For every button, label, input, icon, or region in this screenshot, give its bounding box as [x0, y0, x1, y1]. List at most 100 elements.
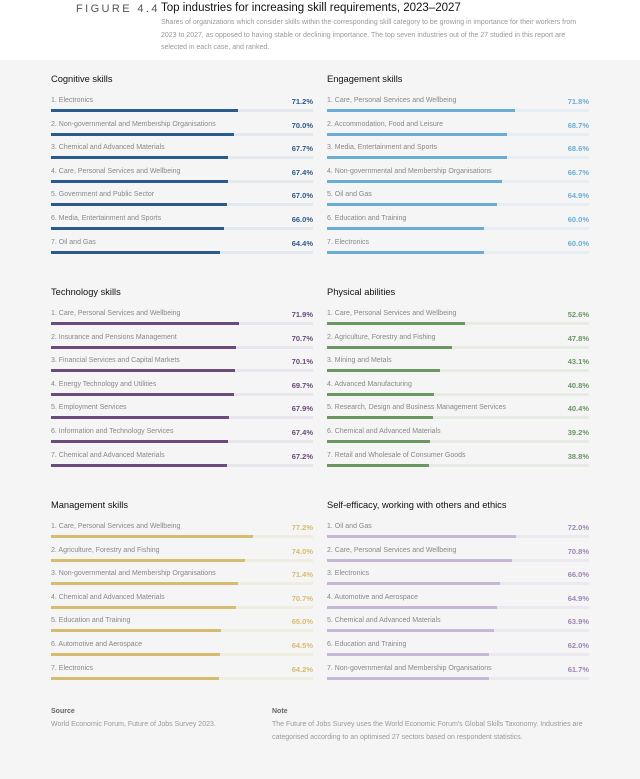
value-label: 67.4%: [291, 167, 313, 177]
value-label: 70.1%: [291, 357, 313, 367]
value-label: 64.4%: [291, 238, 313, 248]
value-label: 52.6%: [567, 310, 589, 319]
value-label: 64.9%: [567, 191, 589, 201]
bar-track: [51, 179, 313, 183]
value-label: 77.2%: [291, 523, 313, 532]
value-label: 70.8%: [567, 546, 589, 556]
category-label: 6. Education and Training: [327, 640, 407, 648]
bar-track: [327, 652, 589, 656]
value-label: 64.5%: [291, 640, 313, 650]
chart-title: Engagement skills: [327, 74, 403, 84]
bar-row: 7. Non-governmental and Membership Organ…: [327, 665, 589, 689]
category-label: 2. Agriculture, Forestry and Fishing: [51, 546, 160, 554]
bar-track: [327, 582, 589, 586]
bar: [327, 203, 498, 207]
bar-row: 3. Financial Services and Capital Market…: [51, 357, 313, 381]
chart-panel: Engagement skills 1. Care, Personal Servi…: [327, 73, 589, 262]
bar-row: 3. Non-governmental and Membership Organ…: [51, 570, 313, 594]
bar-row: 4. Chemical and Advanced Materials 70.7%: [51, 594, 313, 618]
chart-title: Technology skills: [51, 287, 121, 297]
bar-row: 1. Care, Personal Services and Wellbeing…: [327, 97, 589, 121]
value-label: 68.7%: [567, 120, 589, 130]
chart-panel: Physical abilities 1. Care, Personal Serv…: [327, 286, 589, 475]
bar: [327, 250, 485, 254]
bar-track: [51, 250, 313, 254]
bar-track: [51, 558, 313, 562]
value-label: 65.0%: [291, 617, 313, 627]
chart-panel: Technology skills 1. Care, Personal Servi…: [51, 286, 313, 475]
bar-row: 5. Education and Training 65.0%: [51, 617, 313, 641]
bar: [51, 156, 229, 160]
bar: [327, 345, 453, 349]
value-label: 66.0%: [291, 214, 313, 224]
bar: [51, 392, 234, 396]
category-label: 6. Information and Technology Services: [51, 427, 174, 435]
bar-track: [51, 392, 313, 396]
bar-row: 3. Mining and Metals 43.1%: [327, 357, 589, 381]
bar: [51, 652, 220, 656]
bar: [327, 179, 502, 183]
bar-track: [327, 345, 589, 349]
bar-row: 7. Retail and Wholesale of Consumer Good…: [327, 452, 589, 476]
value-label: 72.0%: [567, 523, 589, 532]
bar-track: [327, 156, 589, 160]
bar-row: 1. Care, Personal Services and Wellbeing…: [327, 310, 589, 334]
bar-track: [327, 605, 589, 609]
category-label: 7. Chemical and Advanced Materials: [51, 451, 165, 459]
bar: [51, 558, 245, 562]
bar: [327, 392, 434, 396]
value-label: 70.7%: [291, 593, 313, 603]
bar-row: 2. Non-governmental and Membership Organ…: [51, 121, 313, 145]
bar: [51, 605, 237, 609]
category-label: 3. Mining and Metals: [327, 357, 392, 365]
bar-row: 4. Energy Technology and Utilities 69.7%: [51, 381, 313, 405]
bar-row: 2. Agriculture, Forestry and Fishing 47.8…: [327, 334, 589, 358]
chart-panel: Cognitive skills 1. Electronics 71.2% 2. No…: [51, 73, 313, 262]
category-label: 4. Non-governmental and Membership Organ…: [327, 167, 492, 175]
bar-track: [51, 345, 313, 349]
value-label: 67.4%: [291, 427, 313, 437]
category-label: 3. Media, Entertainment and Sports: [327, 144, 438, 152]
bar-track: [327, 392, 589, 396]
bar-row: 3. Electronics 66.0%: [327, 570, 589, 594]
bar-track: [327, 369, 589, 373]
bar-row: 6. Chemical and Advanced Materials 39.2%: [327, 428, 589, 452]
note-heading: Note: [272, 708, 288, 715]
value-label: 63.9%: [567, 617, 589, 627]
bar: [51, 676, 220, 680]
value-label: 39.2%: [567, 427, 589, 437]
bar: [51, 629, 222, 633]
bar: [327, 369, 440, 373]
bar: [327, 463, 429, 467]
bar-row: 6. Information and Technology Services 67…: [51, 428, 313, 452]
chart-panel: Self-efficacy, working with others and e…: [327, 499, 589, 688]
category-label: 1. Electronics: [51, 97, 94, 104]
bar-track: [327, 179, 589, 183]
bar-row: 5. Research, Design and Business Managem…: [327, 404, 589, 428]
bar-row: 1. Care, Personal Services and Wellbeing…: [51, 310, 313, 334]
value-label: 71.4%: [291, 570, 313, 580]
bar: [327, 156, 507, 160]
bar-row: 5. Chemical and Advanced Materials 63.9%: [327, 617, 589, 641]
bar: [51, 345, 237, 349]
value-label: 64.9%: [567, 593, 589, 603]
bar-track: [327, 629, 589, 633]
category-label: 4. Care, Personal Services and Wellbeing: [51, 167, 181, 175]
bar-row: 7. Oil and Gas 64.4%: [51, 239, 313, 263]
bar-track: [51, 676, 313, 680]
bar: [327, 132, 507, 136]
bar-row: 2. Care, Personal Services and Wellbeing…: [327, 547, 589, 571]
figure-header: FIGURE 4.4 Top industries for increasing…: [0, 0, 640, 60]
bar-row: 1. Oil and Gas 72.0%: [327, 523, 589, 547]
category-label: 4. Chemical and Advanced Materials: [51, 593, 165, 601]
bar: [51, 463, 228, 467]
value-label: 40.4%: [567, 404, 589, 414]
bar-row: 7. Electronics 64.2%: [51, 665, 313, 689]
bar-row: 4. Advanced Manufacturing 40.8%: [327, 381, 589, 405]
category-label: 2. Accommodation, Food and Leisure: [327, 120, 443, 128]
bar-track: [51, 629, 313, 633]
category-label: 6. Education and Training: [327, 214, 407, 222]
bar-row: 5. Oil and Gas 64.9%: [327, 191, 589, 215]
bar-track: [327, 416, 589, 420]
bar: [327, 109, 516, 112]
